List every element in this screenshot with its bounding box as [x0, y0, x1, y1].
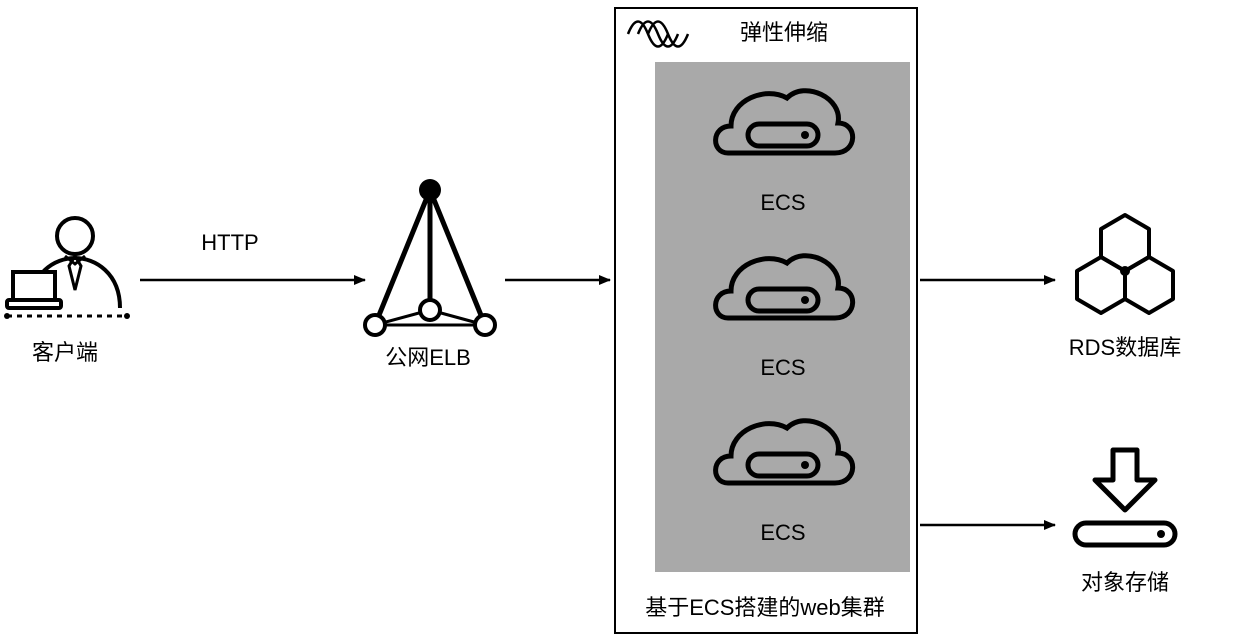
storage-icon — [1075, 450, 1175, 545]
ecs-label-2: ECS — [760, 355, 805, 380]
autoscale-icon — [628, 22, 688, 47]
autoscale-footer: 基于ECS搭建的web集群 — [645, 595, 885, 620]
client-label: 客户端 — [32, 340, 98, 365]
storage-label: 对象存储 — [1081, 570, 1169, 595]
elb-label: 公网ELB — [385, 345, 471, 370]
elb-icon — [365, 179, 495, 335]
autoscale-title: 弹性伸缩 — [740, 20, 828, 45]
edge-client-elb-label: HTTP — [201, 230, 258, 255]
ecs-label-3: ECS — [760, 520, 805, 545]
ecs-label-1: ECS — [760, 190, 805, 215]
rds-icon — [1077, 215, 1173, 313]
rds-label: RDS数据库 — [1069, 335, 1181, 360]
client-icon — [4, 218, 130, 319]
